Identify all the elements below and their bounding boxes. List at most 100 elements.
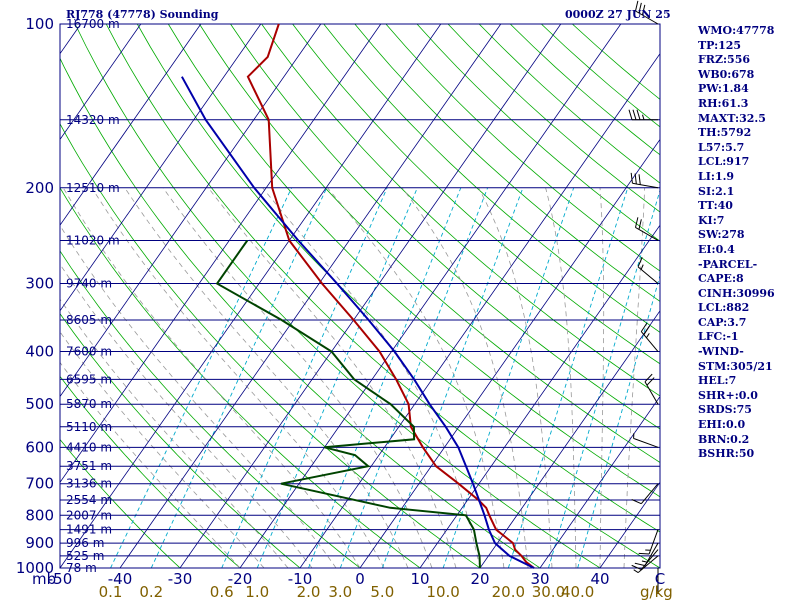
height-label: 3751 m: [66, 459, 112, 473]
dry-adiabat: [199, 24, 660, 463]
index-item: TP:125: [698, 38, 742, 52]
index-item: WB0:678: [698, 67, 755, 81]
barb-feather: [634, 562, 646, 567]
station-title: RJ778 (47778) Sounding: [66, 8, 219, 21]
barb-staff: [640, 483, 659, 504]
index-item: CINH:30996: [698, 286, 775, 300]
barb-half-feather: [646, 333, 650, 339]
index-item: L57:5.7: [698, 140, 745, 154]
height-label: 525 m: [66, 549, 104, 563]
wind-barb: [633, 433, 659, 448]
pressure-tick-label: 1000: [16, 559, 54, 577]
mixing-ratio-tick-label: 5.0: [370, 583, 394, 600]
isotherm: [179, 24, 562, 568]
isotherm: [60, 24, 382, 483]
height-label: 7600 m: [66, 345, 112, 359]
index-item: HEL:7: [698, 374, 737, 388]
index-item: TT:40: [698, 199, 733, 213]
wind-barb: [630, 172, 659, 189]
mixing-ratio-tick-label: 0.2: [139, 583, 163, 600]
dry-adiabat: [105, 24, 660, 568]
mixing-ratio-line: [256, 187, 418, 568]
index-item: BSHR:50: [698, 447, 755, 461]
height-label: 11020 m: [66, 233, 120, 247]
barb-staff: [640, 331, 659, 352]
dry-adiabat: [60, 187, 421, 568]
temperature-tick-label: 40: [590, 570, 609, 588]
mixing-ratio-tick-label: 0.1: [99, 583, 123, 600]
mixing-ratio-unit-label: g/kg: [640, 583, 673, 600]
temperature-tick-label: 20: [470, 570, 489, 588]
height-label: 1491 m: [66, 523, 112, 537]
temperature-tick-label: -30: [168, 570, 193, 588]
height-label: 78 m: [66, 561, 97, 575]
index-item: STM:305/21: [698, 359, 773, 373]
index-item: EHI:0.0: [698, 418, 746, 432]
barb-feather: [630, 172, 633, 184]
barb-staff: [635, 10, 659, 25]
dry-adiabat: [60, 375, 241, 568]
dry-adiabat: [261, 24, 660, 397]
mixing-ratio-tick-label: 30.0: [532, 583, 565, 600]
index-item: SRDS:75: [698, 403, 752, 417]
isotherm: [60, 24, 142, 141]
barb-feather: [638, 174, 641, 185]
pressure-tick-label: 600: [25, 438, 54, 456]
index-item: FRZ:556: [698, 53, 751, 67]
index-item: EI:0.4: [698, 242, 735, 256]
index-item: LCL:917: [698, 155, 750, 169]
moist-adiabat: [262, 187, 481, 568]
mixing-ratio-line: [110, 187, 293, 568]
wind-barb: [644, 373, 659, 405]
barb-staff: [640, 549, 659, 570]
index-item: -WIND-: [698, 345, 744, 359]
plot-border: [59, 23, 661, 569]
height-label: 14320 m: [66, 113, 120, 127]
barb-staff: [635, 227, 659, 241]
barb-staff: [633, 437, 659, 448]
pressure-tick-label: 100: [25, 15, 54, 33]
indices-panel: WMO:47778 TP:125 FRZ:556 WB0:678 PW:1.84 RH:6…: [698, 24, 775, 462]
pressure-tick-label: 200: [25, 179, 54, 197]
barb-feather: [628, 109, 633, 120]
height-label: 3136 m: [66, 477, 112, 491]
isotherm: [479, 310, 660, 568]
wind-barb: [638, 529, 659, 555]
isotherm: [359, 138, 660, 568]
isotherm: [60, 24, 262, 312]
mixing-ratio-tick-label: 10.0: [426, 583, 459, 600]
mixing-ratio-line: [221, 187, 388, 568]
wind-barb: [631, 483, 659, 505]
isotherm: [60, 24, 442, 568]
mixing-ratio-line: [308, 187, 462, 568]
pressure-tick-label: 900: [25, 534, 54, 552]
valid-time: 0000Z 27 JUN 25: [565, 8, 671, 21]
barb-half-feather: [641, 560, 648, 563]
barb-half-feather: [640, 264, 644, 270]
height-label: 9740 m: [66, 277, 112, 291]
wind-barb: [631, 549, 659, 570]
wind-barb: [634, 0, 659, 25]
temperature-tick-label: 10: [410, 570, 429, 588]
barb-feather: [632, 109, 637, 120]
height-label: 5870 m: [66, 397, 112, 411]
barb-feather: [638, 552, 650, 555]
barb-staff: [637, 555, 659, 573]
barb-half-feather: [633, 569, 639, 574]
isotherm: [0, 24, 21, 580]
index-item: CAP:3.7: [698, 315, 747, 329]
barb-feather: [638, 219, 642, 230]
height-label: 2007 m: [66, 508, 112, 522]
dry-adiabat: [60, 438, 181, 568]
barb-staff: [637, 266, 659, 284]
pressure-unit-label: mb: [32, 570, 56, 588]
dry-adiabat: [230, 24, 660, 430]
barb-feather: [637, 257, 643, 268]
dry-adiabat: [354, 24, 660, 302]
barb-feather: [638, 2, 642, 14]
plot-area: [0, 24, 660, 580]
barb-staff: [632, 182, 659, 189]
wind-barb: [637, 257, 659, 284]
mixing-ratio-tick-label: 40.0: [561, 583, 594, 600]
